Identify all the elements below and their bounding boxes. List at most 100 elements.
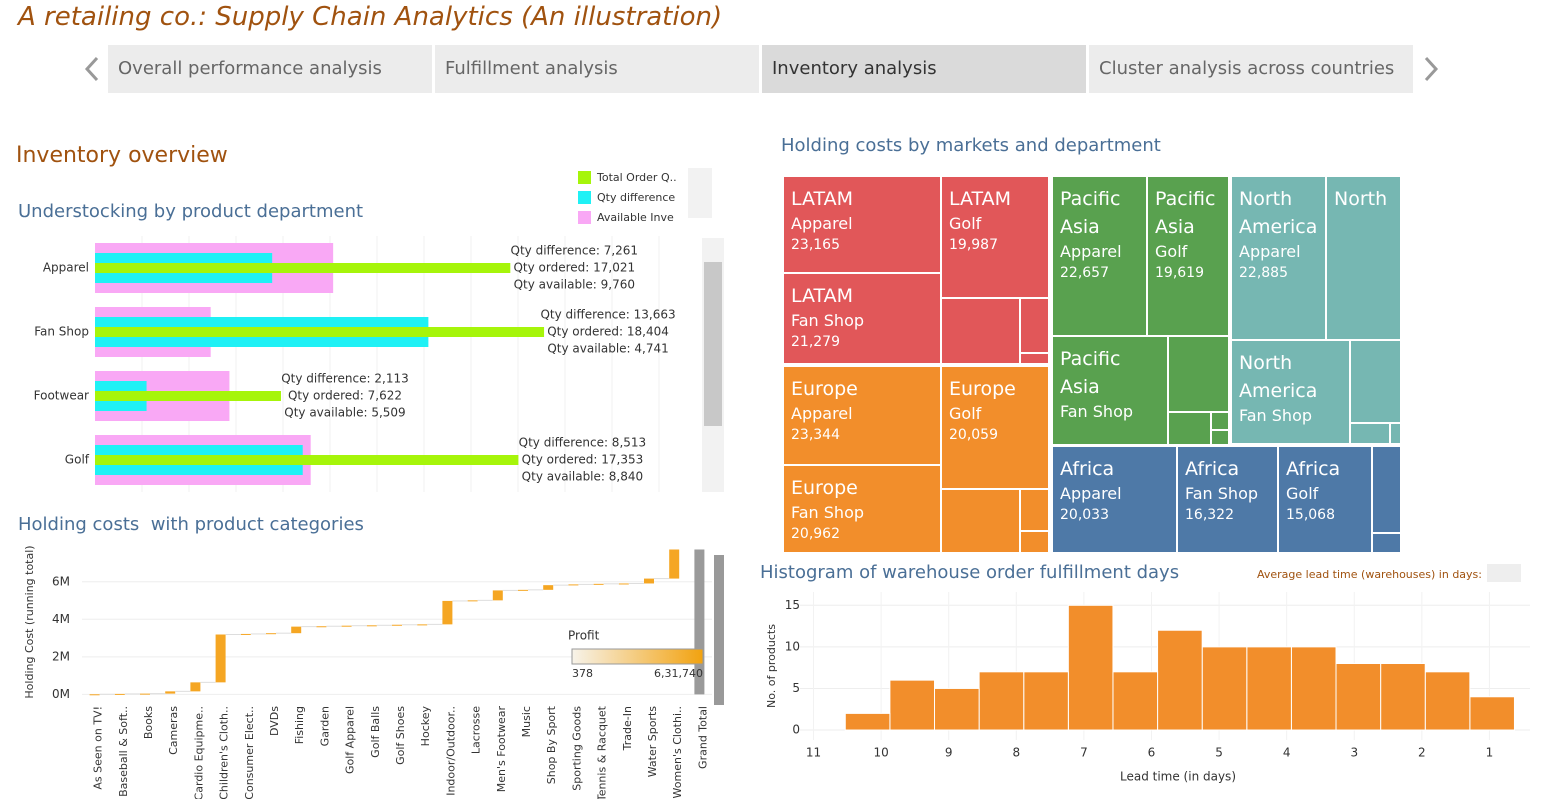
data-label: Qty ordered: 17,021 <box>513 261 635 275</box>
scroll-thumb[interactable] <box>714 555 724 705</box>
tile-department: Apparel <box>1239 242 1301 261</box>
legend-scroll[interactable] <box>688 168 712 218</box>
tile-value: 23,344 <box>791 427 840 443</box>
treemap-cell <box>1350 423 1390 444</box>
tab[interactable]: Overall performance analysis <box>108 45 432 93</box>
treemap-cell <box>1350 340 1401 423</box>
legend-label: Available Inve <box>597 211 674 224</box>
treemap-cell <box>1020 489 1049 531</box>
bar <box>889 679 936 731</box>
tile-department: Fan Shop <box>791 311 865 330</box>
bar <box>1067 604 1114 731</box>
treemap-tile: LATAM Golf 19,987 <box>941 176 1049 298</box>
bar <box>1201 646 1248 731</box>
bar <box>1157 629 1203 731</box>
tile-market: North America <box>1239 188 1318 238</box>
tile-value: 23,165 <box>791 237 840 253</box>
bar <box>1380 663 1426 731</box>
tile-market: LATAM <box>791 188 854 210</box>
bar <box>89 694 100 696</box>
x-tick-label: 6 <box>1148 746 1156 760</box>
treemap-tile: Pacific Asia Apparel 22,657 <box>1052 176 1147 336</box>
tile-department: Golf <box>949 214 982 233</box>
lead-time-control[interactable] <box>1487 564 1521 582</box>
y-tick-label: 5 <box>792 681 800 695</box>
treemap-cell <box>1168 336 1229 412</box>
tile-market: North <box>1334 188 1388 210</box>
chart-title: Holding costs with product categories <box>18 514 364 535</box>
legend-max: 6,31,740 <box>654 667 703 680</box>
legend-min: 378 <box>572 667 593 680</box>
tile-value: 21,279 <box>791 334 840 350</box>
bar <box>366 625 377 627</box>
y-tick-label: 0 <box>792 723 800 737</box>
x-tick-label: Golf Apparel <box>344 706 357 774</box>
tile-market: LATAM <box>949 188 1012 210</box>
tile-market: Africa <box>1286 458 1341 480</box>
bar <box>644 578 654 584</box>
data-label: Qty ordered: 18,404 <box>547 325 669 339</box>
bar <box>844 712 891 731</box>
tile-department: Golf <box>1155 242 1188 261</box>
x-tick-label: Grand Total <box>696 706 709 769</box>
x-tick-label: 7 <box>1080 746 1088 760</box>
y-tick-label: Golf <box>65 453 90 467</box>
tile-market: Europe <box>791 378 858 400</box>
legend-label: Total Order Q.. <box>596 171 677 184</box>
x-tick-label: 5 <box>1215 746 1223 760</box>
section-title: Inventory overview <box>16 143 228 168</box>
x-tick-label: Fishing <box>293 706 306 744</box>
next-arrow[interactable] <box>1424 56 1439 82</box>
x-tick-label: Cameras <box>167 706 180 755</box>
bar <box>417 624 428 626</box>
y-tick-label: 4M <box>52 612 70 626</box>
page-title: A retailing co.: Supply Chain Analytics … <box>18 2 723 32</box>
treemap-cell <box>1168 412 1211 445</box>
bar <box>95 263 511 273</box>
data-label: Qty difference: 13,663 <box>540 308 675 322</box>
y-axis-label: Holding Cost (running total) <box>23 545 36 698</box>
tile-market: Africa <box>1185 458 1240 480</box>
bar <box>215 634 226 683</box>
total-bar <box>694 549 705 695</box>
tile-department: Fan Shop <box>791 503 865 522</box>
bar <box>518 589 528 591</box>
tile-market: Pacific Asia <box>1060 188 1121 238</box>
treemap-tile: Pacific Asia Fan Shop <box>1052 336 1168 445</box>
y-tick-label: 0M <box>52 687 70 701</box>
tab[interactable]: Inventory analysis <box>762 45 1086 93</box>
bar <box>95 391 281 401</box>
treemap-tile: Europe Golf 20,059 <box>941 366 1049 489</box>
data-label: Qty available: 9,760 <box>514 278 635 292</box>
bar <box>1023 671 1069 731</box>
bar <box>1246 646 1292 731</box>
data-label: Qty difference: 8,513 <box>519 436 647 450</box>
y-tick-label: Apparel <box>43 261 89 275</box>
legend-swatch <box>578 171 591 184</box>
x-tick-label: Consumer Elect.. <box>243 706 256 799</box>
y-tick-label: Footwear <box>34 389 89 403</box>
tile-value: 22,885 <box>1239 265 1288 281</box>
tab[interactable]: Cluster analysis across countries <box>1089 45 1413 93</box>
treemap-tile: LATAM Fan Shop 21,279 <box>783 273 941 364</box>
x-tick-label: Tennis & Racquet <box>596 705 609 799</box>
bar <box>140 693 150 695</box>
data-label: Qty ordered: 17,353 <box>522 453 644 467</box>
treemap-tile: Pacific Asia Golf 19,619 <box>1147 176 1229 336</box>
x-tick-label: As Seen on TV! <box>92 706 105 790</box>
treemap-tile: Africa Golf 15,068 <box>1278 446 1372 553</box>
tile-department: Fan Shop <box>1185 484 1259 503</box>
x-tick-label: Music <box>520 706 533 737</box>
tile-department: Golf <box>1286 484 1319 503</box>
legend-title: Profit <box>568 629 600 643</box>
x-tick-label: Garden <box>318 706 331 746</box>
bar <box>1469 696 1515 731</box>
x-tick-label: Golf Balls <box>369 706 382 758</box>
x-tick-label: Shop By Sport <box>545 705 558 784</box>
bar <box>442 600 453 625</box>
scroll-thumb[interactable] <box>704 262 722 426</box>
tile-value: 16,322 <box>1185 507 1234 523</box>
prev-arrow[interactable] <box>84 56 99 82</box>
tab[interactable]: Fulfillment analysis <box>435 45 759 93</box>
